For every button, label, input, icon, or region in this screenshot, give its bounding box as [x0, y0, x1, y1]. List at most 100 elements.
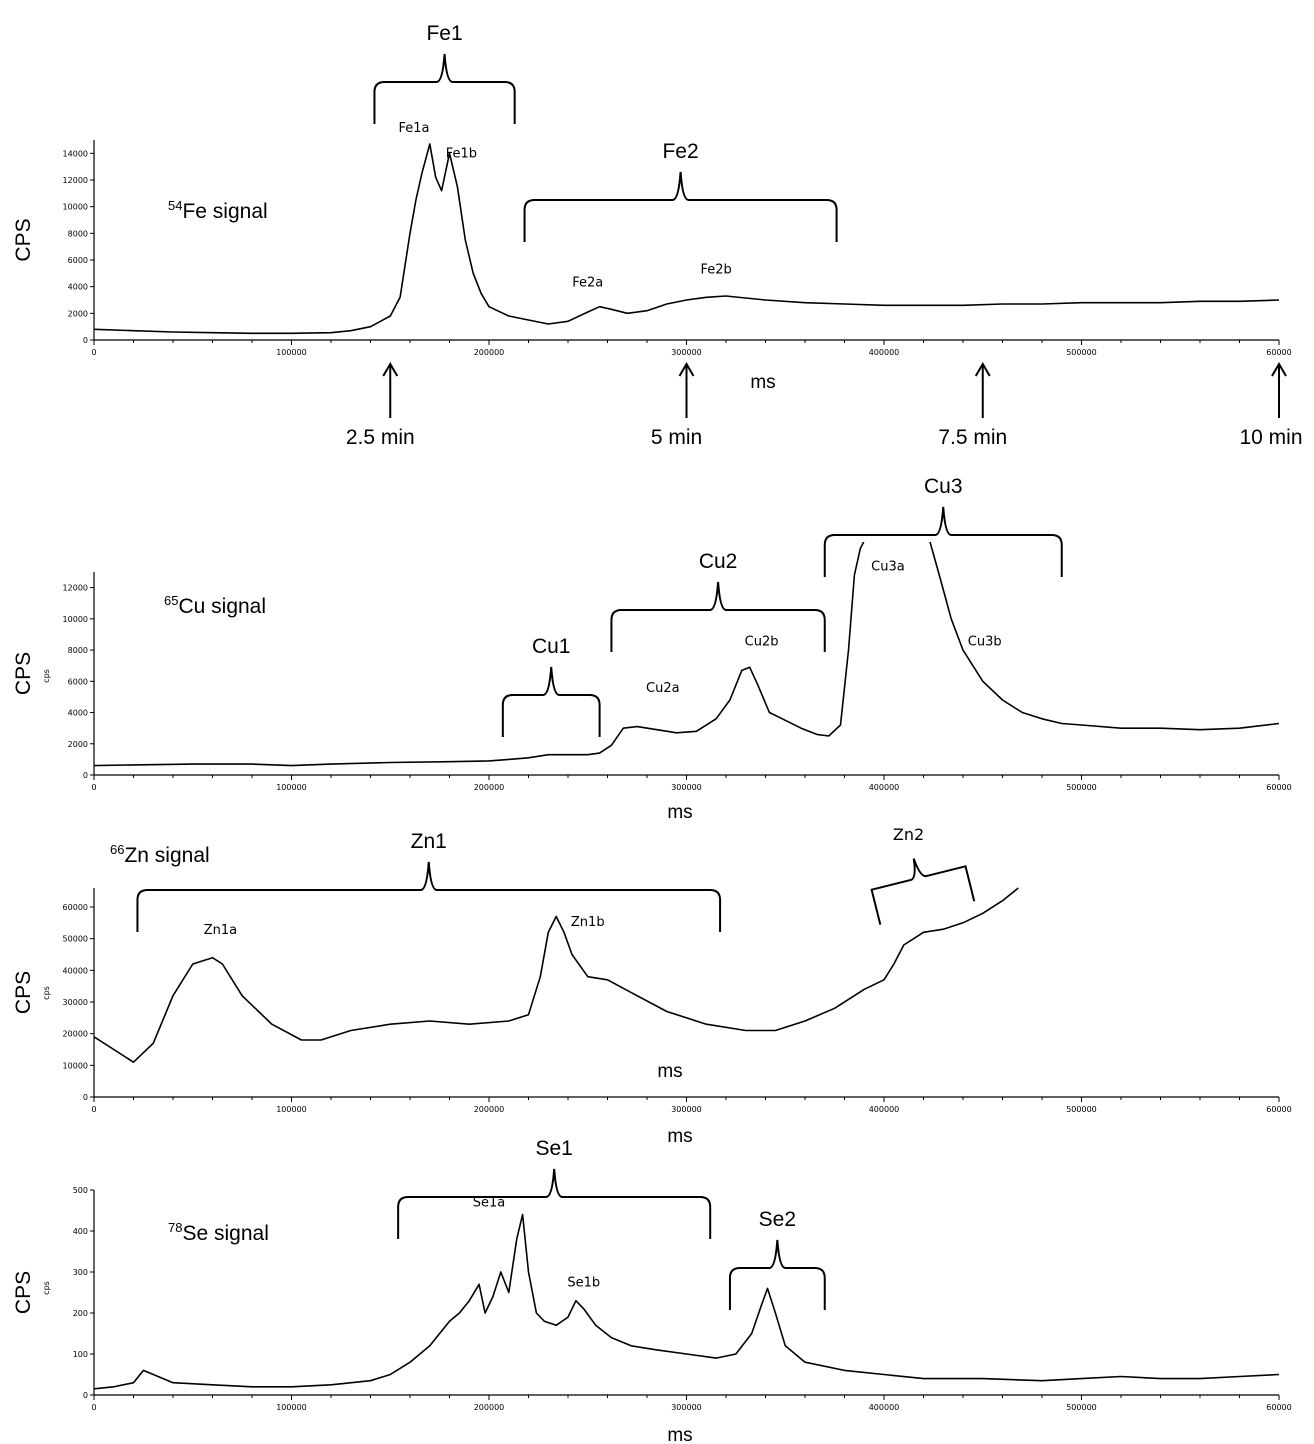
- x-tick-label: 60000: [1266, 783, 1291, 792]
- mass-number: 78: [168, 1220, 182, 1235]
- y-tick-label: 400: [73, 1227, 88, 1236]
- signal-trace: [94, 1213, 1280, 1390]
- x-tick-label: 100000: [276, 1105, 307, 1114]
- annotation-label: Se2: [759, 1208, 796, 1231]
- peak-label: Zn1b: [571, 915, 605, 930]
- signal-trace: [94, 887, 1019, 1063]
- y-axis-label: CPS: [12, 1271, 35, 1314]
- x-tick-label: 100000: [276, 783, 307, 792]
- time-arrow: [974, 362, 991, 418]
- time-marker-label: 10 min: [1239, 426, 1302, 449]
- annotation-bracket-Se2: [728, 1239, 826, 1310]
- y-axis-label: CPS: [12, 652, 35, 695]
- peak-label: Fe2b: [700, 262, 731, 277]
- x-tick-label: 200000: [474, 1105, 505, 1114]
- y-axis-label: CPS: [12, 971, 35, 1014]
- y-tick-label: 30000: [63, 998, 88, 1007]
- annotation-label: Cu3: [924, 475, 963, 498]
- x-tick-label: 300000: [671, 783, 702, 792]
- time-marker-label: 7.5 min: [938, 426, 1007, 449]
- annotation-label: Cu2: [699, 550, 738, 573]
- y-axis-unit: cps: [42, 669, 51, 683]
- x-tick-label: 400000: [869, 1105, 900, 1114]
- peak-label: Cu2a: [646, 681, 680, 696]
- x-tick-label: 200000: [474, 783, 505, 792]
- y-tick-label: 0: [83, 1391, 88, 1400]
- annotation-label: Se1: [535, 1137, 572, 1160]
- mass-number: 66: [110, 842, 124, 857]
- x-tick-label: 500000: [1066, 1403, 1097, 1412]
- panel-1: 0 100000 200000 300000 400000 500000 600000200…: [12, 475, 1292, 823]
- y-axis-unit: cps: [42, 1281, 51, 1295]
- signal-name: Zn signal: [124, 844, 209, 867]
- time-arrow: [678, 362, 695, 418]
- x-axis-label: ms: [667, 802, 692, 823]
- y-tick-label: 8000: [68, 229, 88, 238]
- y-axis-label: CPS: [12, 218, 35, 261]
- x-tick-label: 300000: [671, 348, 702, 357]
- y-tick-label: 4000: [68, 709, 88, 718]
- signal-name: Se signal: [182, 1222, 268, 1245]
- peak-label: Cu3b: [968, 634, 1002, 649]
- annotation-bracket-Cu2: [610, 581, 826, 652]
- annotation-label: Fe2: [662, 140, 698, 163]
- x-tick-label: 200000: [474, 1403, 505, 1412]
- y-tick-label: 20000: [63, 1030, 88, 1039]
- x-axis-label: ms: [667, 1425, 692, 1444]
- annotation-bracket-Se1: [397, 1168, 712, 1239]
- x-tick-label: 500000: [1066, 783, 1097, 792]
- annotation-bracket-Cu3: [823, 506, 1063, 577]
- annotation-bracket-Fe2: [523, 171, 838, 242]
- y-tick-label: 2000: [68, 740, 88, 749]
- x-tick-label: 300000: [671, 1403, 702, 1412]
- y-tick-label: 4000: [68, 283, 88, 292]
- y-tick-label: 2000: [68, 309, 88, 318]
- y-tick-label: 14000: [63, 149, 88, 158]
- x-tick-label: 100000: [276, 348, 307, 357]
- signal-label: 78Se signal: [168, 1220, 269, 1245]
- x-tick-label: 200000: [474, 348, 505, 357]
- peak-label: Fe1b: [446, 146, 477, 161]
- x-tick-label: 300000: [671, 1105, 702, 1114]
- x-tick-label: 400000: [869, 1403, 900, 1412]
- panel-2: 0 100000 200000 300000 400000 500000 600000100…: [12, 825, 1292, 1147]
- x-tick-label: 60000: [1266, 1403, 1291, 1412]
- annotation-bracket-Zn2: [870, 858, 976, 925]
- y-tick-label: 12000: [63, 584, 88, 593]
- peak-label: Se1a: [473, 1195, 506, 1210]
- y-tick-label: 0: [83, 1093, 88, 1102]
- peak-label: Zn1a: [204, 923, 237, 938]
- mass-number: 65: [164, 593, 178, 608]
- x-tick-label: 100000: [276, 1403, 307, 1412]
- y-tick-label: 0: [83, 336, 88, 345]
- x-tick-label: 0: [91, 348, 96, 357]
- peak-label: Fe1a: [398, 121, 429, 136]
- x-axis-label: ms: [667, 1126, 692, 1147]
- mass-number: 54: [168, 198, 182, 213]
- time-arrow: [1271, 362, 1287, 418]
- x-tick-label: 0: [91, 1105, 96, 1114]
- x-tick-label: 500000: [1066, 1105, 1097, 1114]
- y-tick-label: 0: [83, 771, 88, 780]
- y-tick-label: 300: [73, 1268, 88, 1277]
- y-tick-label: 100: [73, 1350, 88, 1359]
- peak-label: Cu2b: [745, 634, 779, 649]
- x-tick-label: 60000: [1266, 1105, 1291, 1114]
- x-tick-label: 500000: [1066, 348, 1097, 357]
- peak-label: Cu3a: [871, 559, 905, 574]
- panel-0: 0 100000 200000 300000 400000 500000 600000200…: [12, 22, 1303, 449]
- signal-label: 66Zn signal: [110, 842, 210, 867]
- x-tick-label: 0: [91, 1403, 96, 1412]
- y-tick-label: 12000: [63, 176, 88, 185]
- x-tick-label: 60000: [1266, 348, 1291, 357]
- annotation-bracket-Cu1: [501, 666, 601, 737]
- annotation-label: Zn2: [893, 825, 924, 844]
- x-axis-label: ms: [750, 372, 775, 393]
- y-tick-label: 10000: [63, 615, 88, 624]
- signal-label: 54Fe signal: [168, 198, 268, 223]
- y-tick-label: 500: [73, 1186, 88, 1195]
- annotation-bracket-Zn1: [136, 861, 722, 932]
- signal-trace: [94, 542, 1280, 767]
- time-marker-label: 2.5 min: [346, 426, 415, 449]
